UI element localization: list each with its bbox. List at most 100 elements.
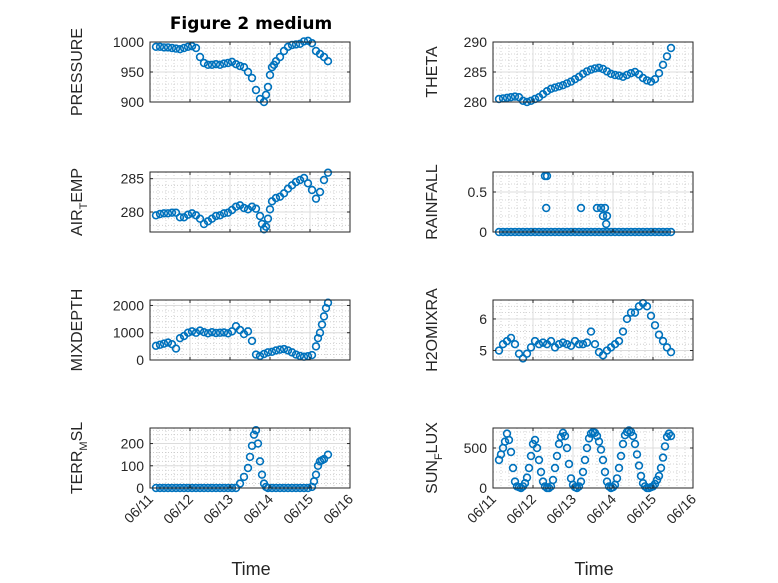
- data-point: [263, 348, 273, 357]
- data-point: [323, 298, 333, 307]
- ytick-label: 280: [121, 204, 145, 220]
- data-point: [299, 37, 309, 46]
- data-point: [265, 205, 275, 214]
- data-point: [614, 463, 624, 473]
- data-point: [243, 463, 253, 473]
- data-point: [255, 351, 265, 361]
- data-point: [175, 44, 185, 54]
- data-point: [584, 434, 594, 443]
- data-point: [606, 69, 616, 79]
- data-point: [151, 341, 161, 351]
- data-point: [239, 62, 249, 72]
- data-point: [323, 450, 333, 459]
- data-point: [592, 203, 602, 213]
- data-point: [618, 439, 628, 449]
- data-point: [660, 442, 670, 451]
- data-point: [227, 327, 237, 336]
- data-point: [616, 451, 626, 461]
- data-point: [247, 73, 257, 83]
- data-point: [582, 443, 592, 453]
- data-point: [624, 426, 634, 435]
- data-point: [662, 52, 672, 61]
- data-point: [558, 338, 568, 347]
- subplot-mixdepth: 0 1000 2000 MIXDEPTH: [69, 289, 351, 371]
- data-point: [658, 60, 668, 70]
- data-point: [628, 431, 638, 441]
- data-point: [203, 329, 213, 338]
- data-point: [612, 474, 622, 483]
- data-point: [556, 432, 566, 441]
- data-point: [249, 430, 259, 439]
- data-point: [263, 82, 273, 92]
- data-point: [650, 321, 660, 330]
- data-point: [546, 84, 556, 94]
- subplot-sun-flux: 0 500 06/11 06/12 06/13 06/14 06/15 06/16 SUNFLU…: [424, 422, 699, 527]
- data-point: [155, 209, 165, 219]
- ytick-label: 5: [479, 343, 487, 359]
- ytick-label: 2000: [113, 297, 144, 313]
- data-point: [514, 349, 524, 358]
- data-point: [243, 327, 253, 336]
- xlabel-left: Time: [231, 559, 270, 579]
- data-point: [231, 59, 241, 69]
- data-point: [275, 52, 285, 62]
- data-point: [215, 60, 225, 70]
- data-point: [271, 346, 281, 355]
- data-point: [506, 92, 516, 102]
- data-point: [522, 473, 532, 482]
- data-point: [251, 350, 261, 359]
- xtick-label: 06/16: [320, 491, 356, 527]
- data-point: [311, 342, 321, 351]
- data-point: [255, 457, 265, 466]
- data-point: [283, 346, 293, 355]
- ytick-label: 900: [121, 94, 145, 110]
- data-point: [576, 477, 586, 486]
- axes-box: [492, 427, 694, 489]
- data-point: [255, 211, 265, 221]
- data-point: [231, 202, 241, 211]
- data-point: [654, 330, 664, 339]
- data-point: [650, 74, 660, 84]
- ytick-label: 0: [136, 480, 144, 496]
- data-point: [550, 83, 560, 92]
- axes-box: [492, 171, 694, 233]
- data-point: [183, 210, 193, 219]
- data-point: [502, 93, 512, 103]
- data-point: [265, 70, 275, 80]
- data-point: [235, 479, 245, 488]
- data-point: [171, 344, 181, 353]
- data-point: [618, 72, 628, 82]
- data-point: [576, 203, 586, 213]
- data-point: [522, 349, 532, 358]
- ylabel-5: H2OMIXRA: [424, 288, 441, 372]
- data-point: [155, 42, 165, 51]
- data-point: [283, 42, 293, 51]
- ytick-label: 285: [464, 64, 488, 80]
- data-point: [295, 175, 305, 185]
- data-point: [207, 327, 217, 337]
- ylabel-0: PRESSURE: [69, 28, 86, 116]
- subplot-h2omixra: 5 6 H2OMIXRA: [424, 288, 694, 372]
- data-point: [203, 60, 213, 70]
- data-point: [554, 340, 564, 349]
- data-point: [596, 445, 606, 454]
- xtick-label: 06/12: [160, 491, 196, 527]
- data-point: [526, 451, 536, 461]
- data-point: [634, 461, 644, 470]
- ytick-label: 950: [121, 64, 145, 80]
- data-point: [215, 328, 225, 337]
- data-point: [291, 177, 301, 187]
- subplot-rainfall: 0 0.5 RAINFALL: [424, 164, 694, 240]
- subplot-pressure: 900 950 1000 PRESSURE: [69, 28, 351, 116]
- data-point: [239, 203, 249, 213]
- data-point: [666, 431, 676, 441]
- data-point: [195, 326, 205, 335]
- data-point: [295, 351, 305, 361]
- data-point: [590, 340, 600, 349]
- data-point: [215, 211, 225, 220]
- data-point: [566, 341, 576, 350]
- data-point: [630, 308, 640, 317]
- data-point: [600, 467, 610, 477]
- data-point: [526, 96, 536, 106]
